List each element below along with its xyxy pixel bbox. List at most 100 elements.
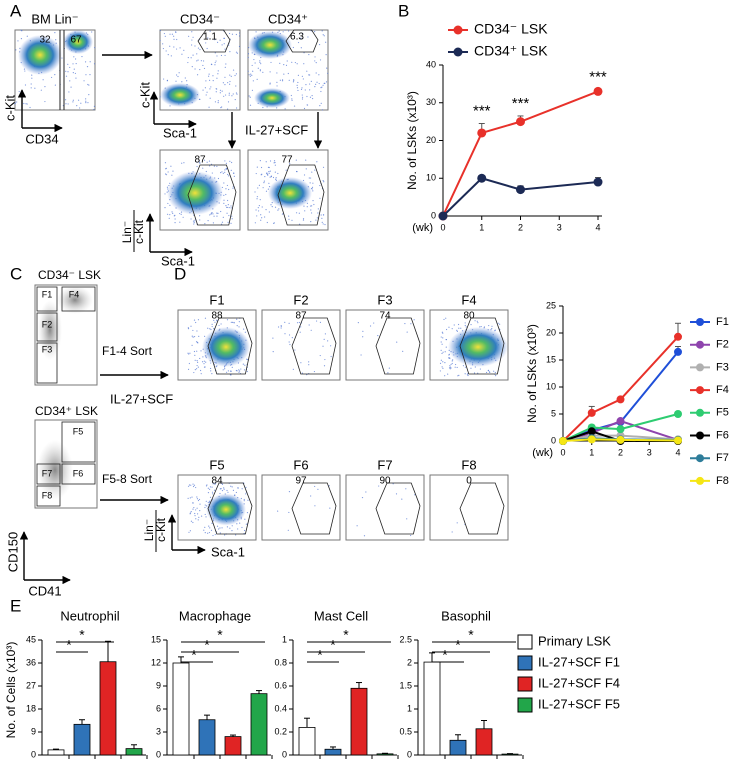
event bbox=[179, 47, 181, 49]
event bbox=[480, 325, 482, 328]
event bbox=[213, 165, 215, 167]
y-axis-label: No. of LSKs (x10³) bbox=[405, 91, 419, 190]
event bbox=[205, 500, 207, 502]
event bbox=[443, 318, 445, 321]
event bbox=[232, 69, 235, 71]
annotation: *** bbox=[512, 95, 530, 112]
event bbox=[448, 357, 450, 359]
event bbox=[174, 214, 176, 216]
event bbox=[314, 86, 316, 88]
event bbox=[306, 206, 308, 208]
event bbox=[293, 105, 296, 107]
event bbox=[288, 215, 290, 217]
gate bbox=[207, 317, 253, 375]
label: 32 bbox=[39, 35, 51, 46]
event bbox=[50, 76, 53, 79]
gate bbox=[277, 164, 325, 226]
event bbox=[226, 489, 228, 492]
event bbox=[212, 534, 214, 537]
event bbox=[201, 361, 204, 363]
event bbox=[205, 80, 207, 82]
event bbox=[305, 168, 307, 170]
event bbox=[16, 101, 18, 103]
event bbox=[321, 30, 323, 32]
event bbox=[447, 373, 449, 375]
event bbox=[199, 48, 201, 51]
event bbox=[296, 322, 299, 324]
event bbox=[196, 60, 198, 62]
event bbox=[361, 496, 364, 499]
event bbox=[193, 335, 196, 338]
label: 80 bbox=[463, 311, 475, 322]
event bbox=[233, 172, 235, 174]
label: 84 bbox=[211, 476, 223, 487]
x-tick-label: 1 bbox=[479, 222, 484, 232]
event bbox=[195, 509, 197, 511]
event bbox=[88, 84, 90, 86]
event bbox=[262, 71, 264, 73]
event bbox=[310, 177, 312, 179]
event bbox=[223, 202, 225, 204]
event bbox=[454, 366, 456, 368]
event bbox=[218, 528, 220, 530]
event bbox=[357, 322, 359, 324]
gate bbox=[36, 463, 61, 485]
event bbox=[330, 355, 332, 358]
event bbox=[227, 173, 229, 176]
event bbox=[257, 187, 259, 189]
event bbox=[318, 43, 321, 46]
event bbox=[94, 47, 96, 49]
event bbox=[288, 30, 290, 32]
event bbox=[373, 322, 375, 324]
event bbox=[193, 484, 196, 486]
event bbox=[294, 349, 296, 351]
event bbox=[173, 35, 175, 37]
event bbox=[44, 100, 46, 103]
event bbox=[260, 166, 263, 169]
legend-label: F7 bbox=[716, 452, 729, 464]
y-tick-label: 0.5 bbox=[399, 726, 412, 736]
event bbox=[188, 35, 190, 37]
bar bbox=[172, 662, 190, 756]
event bbox=[44, 86, 46, 88]
event bbox=[171, 211, 173, 213]
event bbox=[450, 363, 452, 366]
event bbox=[286, 60, 288, 62]
event bbox=[308, 364, 310, 366]
event bbox=[195, 486, 197, 489]
event bbox=[204, 87, 206, 89]
event bbox=[189, 497, 191, 499]
event bbox=[282, 31, 284, 33]
event bbox=[249, 96, 251, 98]
event bbox=[395, 493, 398, 495]
event bbox=[235, 33, 237, 36]
bar bbox=[376, 753, 394, 756]
event bbox=[202, 60, 205, 62]
event bbox=[67, 71, 69, 73]
event bbox=[268, 172, 270, 174]
event bbox=[320, 90, 322, 93]
event bbox=[166, 186, 169, 188]
gate bbox=[375, 482, 421, 535]
event bbox=[442, 351, 444, 353]
event bbox=[168, 217, 170, 219]
y-tick-label: 15 bbox=[151, 634, 161, 644]
event bbox=[89, 73, 91, 76]
event bbox=[192, 521, 194, 524]
bar bbox=[250, 693, 268, 756]
event bbox=[276, 72, 278, 74]
event bbox=[80, 102, 82, 104]
event bbox=[378, 485, 380, 487]
label: 97 bbox=[295, 476, 307, 487]
event bbox=[214, 482, 217, 484]
event bbox=[241, 526, 243, 529]
event bbox=[221, 171, 223, 173]
annotation: *** bbox=[473, 102, 491, 119]
event bbox=[281, 79, 284, 81]
event bbox=[162, 47, 165, 50]
event bbox=[297, 41, 300, 44]
event bbox=[243, 369, 246, 371]
event bbox=[195, 321, 197, 324]
event bbox=[249, 75, 252, 77]
event bbox=[456, 522, 458, 524]
